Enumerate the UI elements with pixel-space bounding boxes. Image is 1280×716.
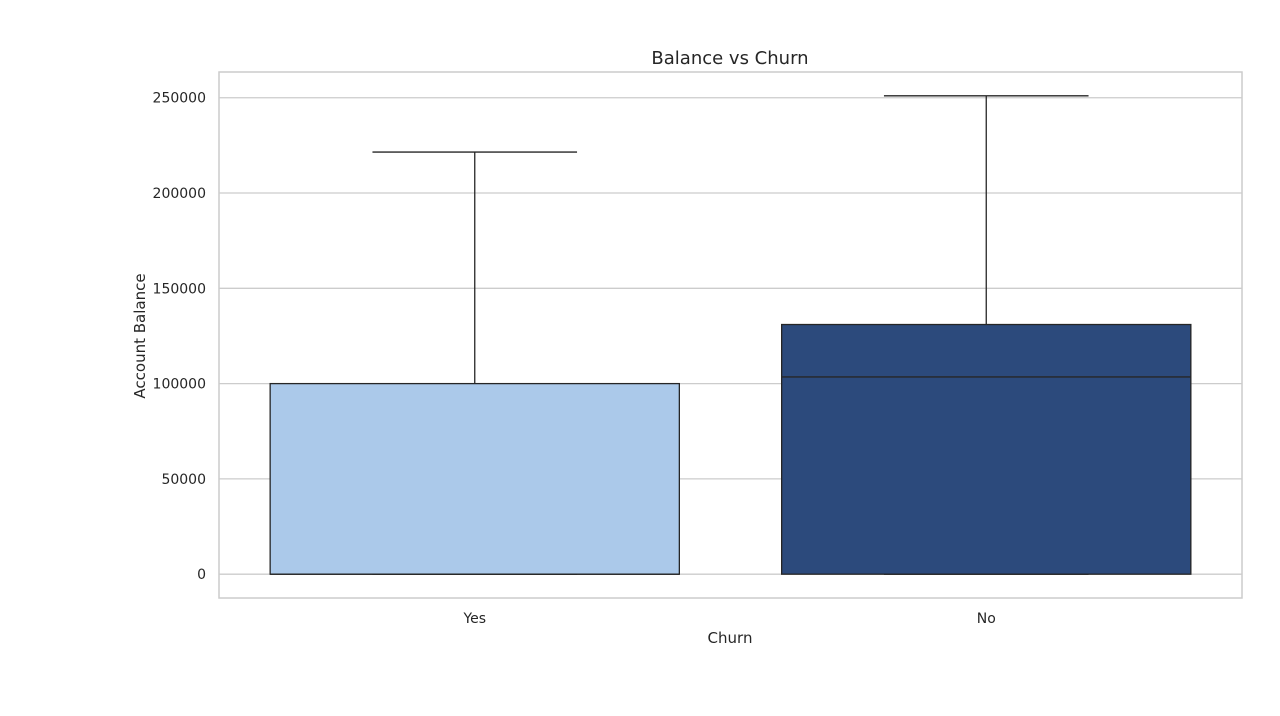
- x-tick-label: No: [977, 611, 996, 627]
- y-tick-label: 200000: [153, 186, 206, 202]
- y-tick-labels: 0 50000 100000 150000 200000 250000: [153, 91, 206, 583]
- x-tick-label: Yes: [462, 611, 486, 627]
- x-axis-label: Churn: [708, 629, 753, 647]
- y-tick-label: 150000: [153, 281, 206, 297]
- y-tick-label: 250000: [153, 91, 206, 107]
- y-tick-label: 0: [197, 567, 206, 583]
- y-tick-label: 50000: [161, 472, 206, 488]
- box-yes: [269, 382, 681, 575]
- chart-title: Balance vs Churn: [651, 48, 808, 69]
- y-axis-label: Account Balance: [131, 273, 149, 398]
- box-no: [781, 323, 1192, 575]
- plot-frame: [218, 71, 1243, 599]
- y-tick-label: 100000: [153, 377, 206, 393]
- x-tick-labels: Yes No: [462, 611, 995, 627]
- box-elements: [269, 95, 1192, 575]
